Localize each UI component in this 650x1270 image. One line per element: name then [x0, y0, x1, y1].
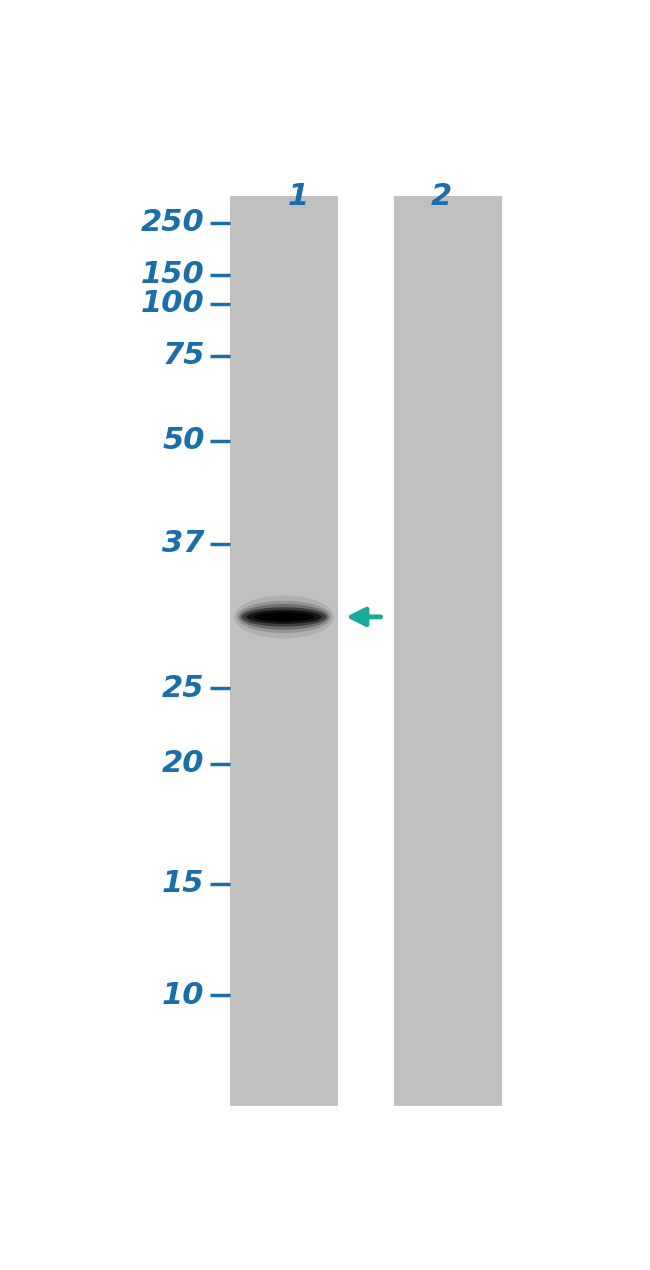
Bar: [393, 197, 502, 1106]
Text: 1: 1: [287, 182, 309, 211]
Text: 50: 50: [162, 427, 205, 456]
Ellipse shape: [242, 607, 326, 626]
Text: 100: 100: [141, 290, 205, 319]
Text: 250: 250: [141, 208, 205, 237]
Text: 37: 37: [162, 530, 205, 558]
Ellipse shape: [254, 612, 314, 622]
Ellipse shape: [264, 613, 304, 620]
Ellipse shape: [239, 605, 329, 630]
Text: 2: 2: [431, 182, 452, 211]
Text: 10: 10: [162, 980, 205, 1010]
Text: 75: 75: [162, 342, 205, 371]
Text: 25: 25: [162, 674, 205, 702]
Ellipse shape: [237, 601, 332, 632]
Ellipse shape: [246, 610, 321, 624]
Ellipse shape: [234, 596, 334, 639]
Bar: [230, 197, 338, 1106]
Text: 15: 15: [162, 870, 205, 898]
Text: 150: 150: [141, 260, 205, 290]
Text: 20: 20: [162, 749, 205, 779]
